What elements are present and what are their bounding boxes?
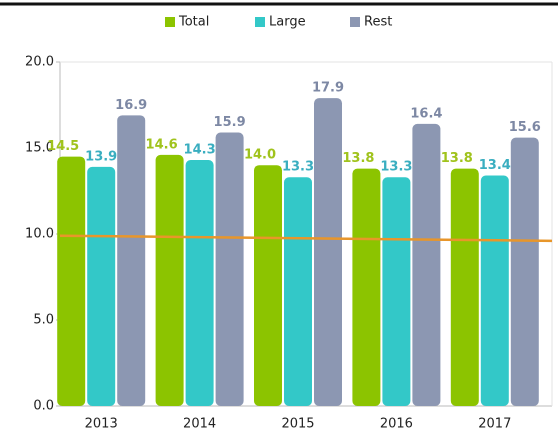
value-label: 16.4 [410, 106, 442, 121]
bar [254, 165, 282, 406]
x-tick-label: 2014 [183, 417, 216, 432]
bar [412, 123, 441, 407]
value-label: 15.6 [509, 120, 541, 135]
value-label: 13.3 [282, 160, 314, 175]
value-label: 16.9 [115, 98, 147, 113]
x-tick-label: 2016 [380, 417, 413, 432]
x-tick-label: 2017 [478, 417, 511, 432]
legend-label: Rest [364, 15, 392, 30]
value-label: 13.8 [441, 151, 473, 166]
y-tick-label: 15.0 [25, 141, 54, 156]
x-tick-label: 2013 [85, 417, 118, 432]
legend-label: Large [269, 15, 306, 30]
bar [382, 177, 411, 406]
value-label: 14.3 [184, 143, 216, 158]
bar [215, 132, 244, 406]
y-tick-label: 0.0 [33, 399, 54, 414]
bar [87, 166, 116, 406]
x-tick-label: 2015 [281, 417, 314, 432]
value-label: 14.0 [244, 148, 276, 163]
legend-label: Total [178, 15, 209, 30]
legend-swatch [255, 17, 265, 27]
bar [450, 168, 479, 406]
value-label: 15.9 [214, 115, 246, 130]
bar [57, 156, 86, 406]
value-label: 13.8 [342, 151, 374, 166]
legend-swatch [350, 17, 360, 27]
bar [314, 98, 342, 407]
legend-swatch [165, 17, 175, 27]
value-label: 13.9 [85, 149, 117, 164]
bar [117, 115, 146, 406]
value-label: 13.3 [380, 160, 412, 175]
value-label: 13.4 [479, 158, 511, 173]
bar [480, 175, 509, 406]
bar [284, 177, 312, 406]
y-tick-label: 5.0 [33, 313, 54, 328]
y-tick-label: 20.0 [25, 55, 54, 70]
value-label: 14.5 [47, 139, 79, 154]
bar [510, 137, 539, 406]
value-label: 14.6 [146, 137, 178, 152]
bar [352, 168, 381, 406]
trend-line [59, 234, 553, 243]
value-label: 17.9 [312, 81, 344, 96]
y-tick-label: 10.0 [25, 227, 54, 242]
bar [185, 160, 214, 406]
bar [155, 154, 184, 406]
